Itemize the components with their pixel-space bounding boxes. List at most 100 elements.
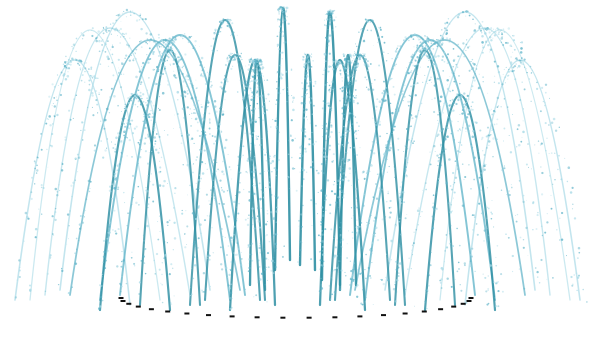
spray-droplet bbox=[310, 78, 312, 81]
spray-droplet bbox=[366, 221, 368, 223]
spray-droplet bbox=[266, 151, 268, 153]
spray-droplet bbox=[147, 112, 149, 114]
spray-droplet bbox=[376, 141, 379, 144]
spray-droplet bbox=[245, 170, 248, 173]
spray-droplet bbox=[153, 259, 155, 262]
spray-droplet bbox=[125, 282, 128, 285]
spray-droplet bbox=[191, 86, 194, 88]
spray-droplet bbox=[251, 59, 255, 62]
spray-droplet bbox=[253, 63, 257, 66]
spray-droplet bbox=[356, 225, 359, 228]
spray-droplet bbox=[274, 119, 277, 123]
spray-droplet bbox=[165, 72, 167, 75]
spray-droplet bbox=[465, 130, 467, 133]
spray-droplet bbox=[151, 150, 153, 153]
spray-droplet bbox=[133, 265, 136, 267]
spray-droplet bbox=[286, 20, 287, 22]
spray-droplet bbox=[141, 65, 143, 67]
spray-droplet bbox=[310, 97, 313, 100]
spray-droplet bbox=[203, 118, 205, 120]
spray-droplet bbox=[363, 63, 367, 67]
spray-droplet bbox=[466, 94, 469, 98]
spray-droplet bbox=[311, 225, 313, 227]
spray-droplet bbox=[179, 35, 182, 38]
spray-droplet bbox=[430, 81, 433, 83]
spray-droplet bbox=[460, 289, 463, 292]
spray-droplet bbox=[426, 44, 428, 46]
spray-droplet bbox=[358, 53, 360, 55]
spray-droplet bbox=[461, 204, 465, 207]
spray-droplet bbox=[434, 43, 437, 45]
spray-droplet bbox=[95, 37, 98, 40]
spray-droplet bbox=[387, 140, 390, 143]
spray-droplet bbox=[163, 50, 165, 52]
spray-droplet bbox=[80, 32, 82, 34]
spray-droplet bbox=[258, 226, 261, 229]
spray-droplet bbox=[124, 136, 127, 139]
spray-droplet bbox=[135, 125, 138, 128]
spray-droplet bbox=[394, 64, 396, 66]
spray-droplet bbox=[270, 162, 273, 165]
spray-droplet bbox=[383, 99, 386, 103]
spray-droplet bbox=[345, 275, 347, 277]
spray-droplet bbox=[54, 213, 56, 215]
spray-droplet bbox=[140, 148, 142, 151]
spray-droplet bbox=[227, 215, 230, 218]
spray-droplet bbox=[271, 171, 273, 173]
spray-droplet bbox=[370, 19, 373, 22]
spray-droplet bbox=[121, 117, 124, 120]
spray-droplet bbox=[448, 242, 451, 245]
spray-droplet bbox=[243, 188, 245, 191]
spray-droplet bbox=[35, 172, 38, 174]
spray-droplet bbox=[159, 160, 161, 162]
spray-droplet bbox=[110, 221, 112, 223]
spray-droplet bbox=[321, 230, 323, 232]
spray-droplet bbox=[142, 100, 145, 103]
spray-droplet bbox=[181, 212, 184, 215]
spray-droplet bbox=[309, 122, 311, 124]
spray-droplet bbox=[524, 66, 526, 68]
spray-droplet bbox=[441, 147, 443, 149]
spray-droplet bbox=[433, 145, 436, 148]
spray-droplet bbox=[343, 162, 345, 164]
spray-droplet bbox=[341, 77, 343, 79]
spray-droplet bbox=[438, 41, 441, 44]
spray-droplet bbox=[308, 96, 311, 99]
spray-droplet bbox=[180, 94, 183, 97]
spray-droplet bbox=[350, 269, 353, 273]
spray-droplet bbox=[339, 67, 341, 69]
spray-droplet bbox=[508, 193, 511, 197]
spray-droplet bbox=[122, 259, 125, 262]
spray-droplet bbox=[517, 124, 521, 127]
fountain-nozzle bbox=[120, 300, 126, 302]
spray-droplet bbox=[87, 179, 91, 183]
spray-droplet bbox=[99, 120, 102, 122]
spray-droplet bbox=[407, 72, 410, 75]
spray-droplet bbox=[437, 119, 439, 121]
spray-droplet bbox=[111, 183, 114, 185]
spray-droplet bbox=[206, 98, 209, 100]
spray-droplet bbox=[328, 88, 331, 90]
spray-droplet bbox=[244, 89, 247, 92]
spray-droplet bbox=[349, 260, 352, 262]
spray-droplet bbox=[233, 58, 237, 61]
spray-droplet bbox=[151, 153, 154, 156]
spray-droplet bbox=[341, 161, 343, 163]
spray-droplet bbox=[111, 141, 113, 143]
spray-droplet bbox=[177, 99, 179, 101]
spray-droplet bbox=[158, 171, 161, 174]
spray-droplet bbox=[449, 210, 452, 214]
spray-droplet bbox=[479, 83, 481, 85]
spray-droplet bbox=[129, 14, 132, 16]
spray-droplet bbox=[236, 206, 238, 208]
spray-droplet bbox=[388, 207, 391, 209]
spray-droplet bbox=[337, 64, 339, 66]
spray-droplet bbox=[414, 115, 418, 118]
spray-droplet bbox=[344, 271, 346, 274]
spray-droplet bbox=[336, 239, 338, 241]
spray-droplet bbox=[133, 57, 135, 60]
spray-droplet bbox=[376, 135, 377, 137]
spray-droplet bbox=[117, 132, 120, 135]
spray-droplet bbox=[162, 184, 165, 188]
spray-droplet bbox=[195, 188, 198, 190]
